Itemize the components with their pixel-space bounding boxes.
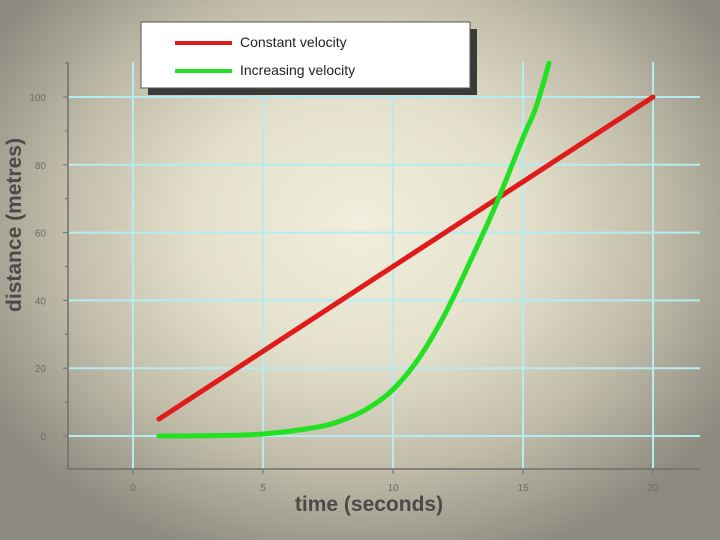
x-tick-label: 10 <box>387 483 399 494</box>
grid <box>68 62 700 469</box>
y-tick-label: 60 <box>35 229 47 240</box>
y-tick-label: 0 <box>40 432 46 443</box>
legend-label-increasing-velocity: Increasing velocity <box>240 62 355 78</box>
x-tick-label: 5 <box>260 483 266 494</box>
axes <box>67 62 700 470</box>
series-line-constant-velocity <box>156 94 656 422</box>
x-tick-label: 15 <box>517 483 529 494</box>
legend-box <box>140 21 471 89</box>
y-axis-title: distance (metres) <box>3 138 26 312</box>
legend: Constant velocity Increasing velocity <box>140 21 477 95</box>
x-tick-label: 0 <box>130 483 136 494</box>
y-tick-label: 40 <box>35 296 47 307</box>
y-tick-label: 80 <box>35 161 47 172</box>
series-line-increasing-velocity <box>156 60 552 439</box>
x-axis-title: time (seconds) <box>295 493 443 516</box>
series <box>156 60 656 439</box>
y-tick-label: 100 <box>29 93 46 104</box>
legend-label-constant-velocity: Constant velocity <box>240 34 347 50</box>
y-tick-label: 20 <box>35 364 47 375</box>
x-tick-label: 20 <box>647 483 659 494</box>
ticks: 0 5 10 15 20 0 20 40 60 80 100 <box>29 62 659 494</box>
